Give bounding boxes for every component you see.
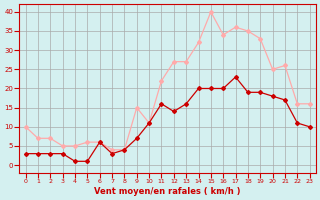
X-axis label: Vent moyen/en rafales ( km/h ): Vent moyen/en rafales ( km/h ): [94, 187, 241, 196]
